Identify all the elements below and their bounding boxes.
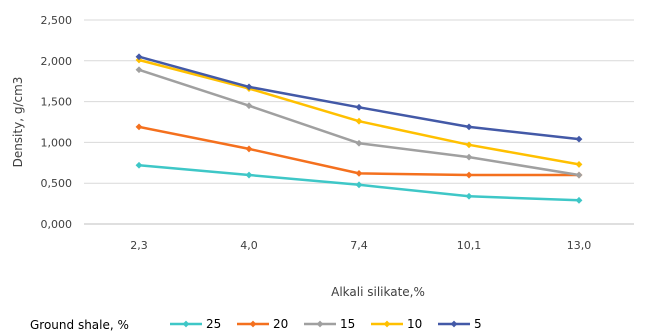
legend-item: 15	[304, 317, 355, 331]
legend-marker	[182, 320, 190, 328]
data-point	[575, 171, 583, 179]
series-25	[135, 161, 583, 204]
data-point	[575, 196, 583, 204]
data-point	[465, 123, 473, 131]
y-axis-title: Density, g/cm3	[11, 77, 25, 168]
legend-marker	[249, 320, 257, 328]
series-5	[135, 53, 583, 143]
data-point	[355, 139, 363, 147]
data-point	[245, 171, 253, 179]
data-point	[355, 170, 363, 177]
data-point	[355, 181, 363, 189]
data-point	[135, 161, 143, 169]
legend-marker	[450, 320, 458, 328]
data-point	[465, 171, 473, 179]
y-tick-label: 1,000	[41, 136, 73, 149]
x-axis-ticks: 2,3 4,0 7,4 10,1 13,0	[130, 239, 591, 252]
x-tick-label: 10,1	[457, 239, 482, 252]
series-lines	[135, 53, 583, 204]
y-tick-label: 1,500	[41, 96, 73, 109]
legend-item: 20	[237, 317, 288, 331]
series-15	[135, 66, 583, 179]
y-axis-ticks: 0,000 0,500 1,000 1,500 2,000 2,500	[41, 14, 73, 231]
data-point	[245, 83, 253, 91]
data-point	[465, 192, 473, 200]
data-point	[575, 135, 583, 143]
x-tick-label: 13,0	[567, 239, 592, 252]
data-point	[465, 153, 473, 161]
legend-item: 10	[371, 317, 422, 331]
legend-items: 25 20 15 10 5	[170, 317, 482, 331]
y-tick-label: 0,000	[41, 218, 73, 231]
y-tick-label: 2,000	[41, 55, 73, 68]
data-point	[355, 103, 363, 111]
legend-label: 15	[340, 317, 355, 331]
legend-label: 10	[407, 317, 422, 331]
x-tick-label: 4,0	[240, 239, 258, 252]
data-point	[575, 161, 583, 168]
data-point	[245, 102, 253, 110]
legend-label: 25	[206, 317, 221, 331]
data-point	[465, 141, 473, 149]
legend-item: 25	[170, 317, 221, 331]
x-tick-label: 2,3	[130, 239, 148, 252]
data-point	[135, 66, 143, 74]
legend-marker	[316, 320, 324, 328]
series-line	[138, 55, 580, 141]
x-axis-title: Alkali silikate,%	[331, 285, 425, 299]
legend: Ground shale, % 25 20 15 10 5	[30, 317, 482, 332]
y-tick-label: 0,500	[41, 177, 73, 190]
data-point	[245, 145, 253, 153]
series-line	[138, 125, 579, 177]
data-point	[355, 117, 363, 125]
y-tick-label: 2,500	[41, 14, 73, 27]
legend-item: 5	[438, 317, 482, 331]
data-point	[135, 53, 143, 61]
data-point	[135, 123, 143, 131]
x-tick-label: 7,4	[350, 239, 368, 252]
legend-title: Ground shale, %	[30, 318, 129, 332]
legend-marker	[383, 320, 391, 328]
legend-label: 5	[474, 317, 482, 331]
legend-label: 20	[273, 317, 288, 331]
